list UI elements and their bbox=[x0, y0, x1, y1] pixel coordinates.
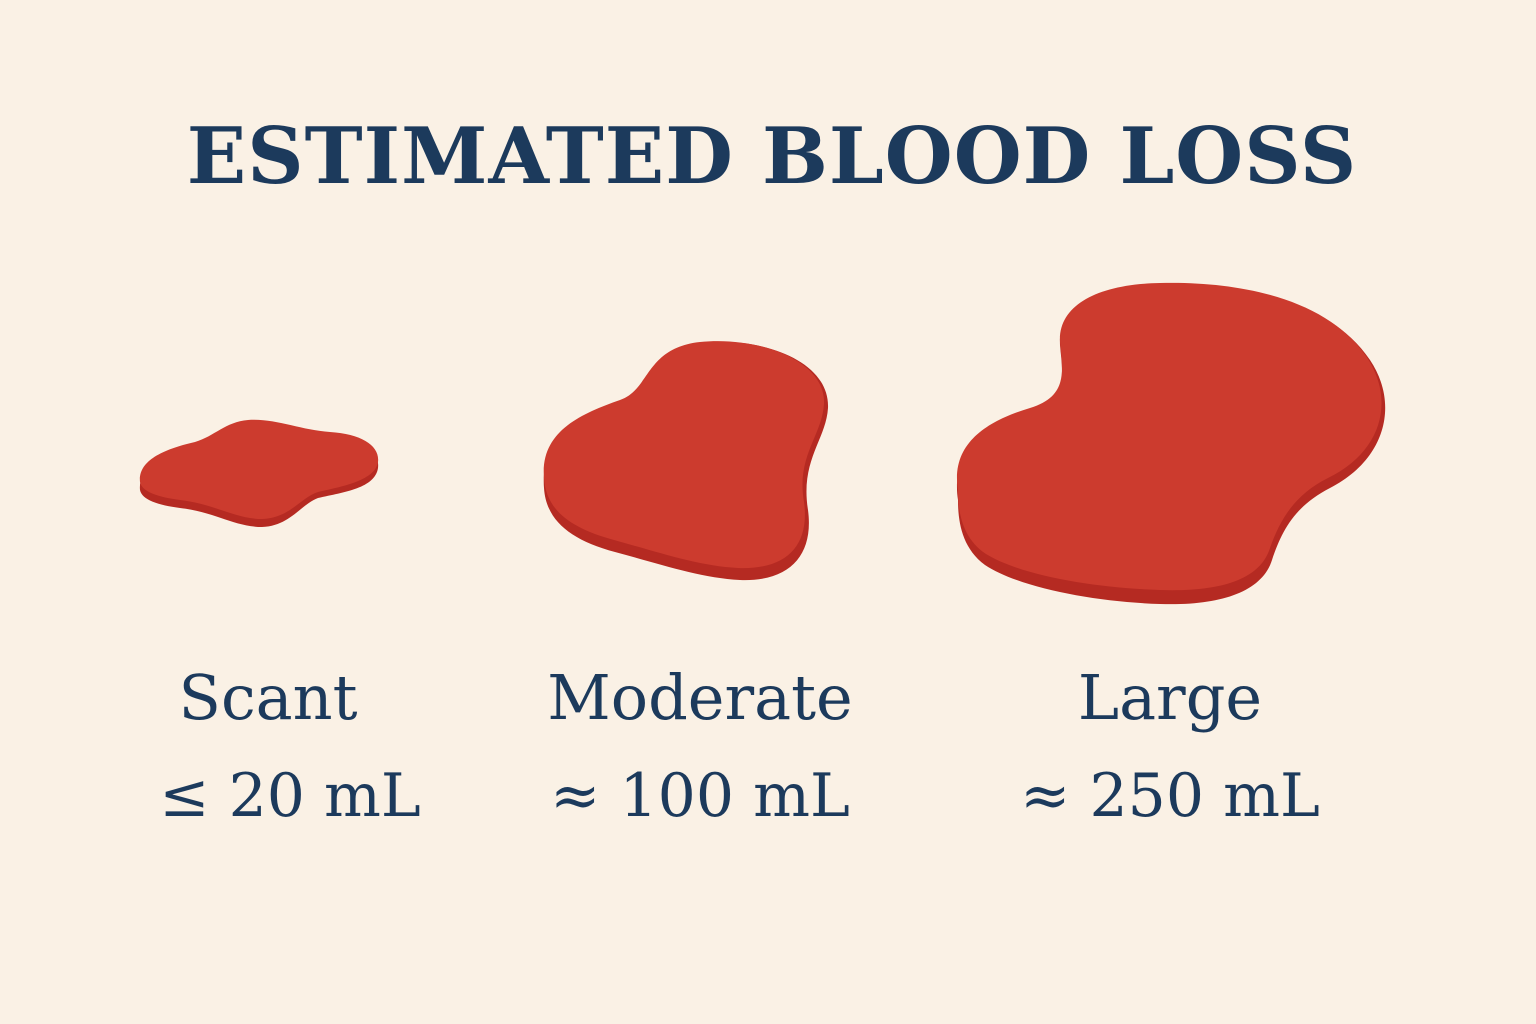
large-amount: ≈ 250 mL bbox=[1020, 761, 1320, 831]
moderate-label: Moderate bbox=[547, 661, 853, 734]
scant-label: Scant bbox=[178, 661, 358, 734]
moderate-puddle-icon bbox=[543, 341, 829, 581]
moderate-amount: ≈ 100 mL bbox=[550, 761, 850, 831]
large-puddle-icon bbox=[956, 282, 1386, 605]
scant-puddle-icon bbox=[139, 419, 379, 527]
large-label: Large bbox=[1077, 661, 1263, 734]
scant-amount: ≤ 20 mL bbox=[159, 761, 421, 831]
page-title: ESTIMATED BLOOD LOSS bbox=[186, 111, 1358, 202]
